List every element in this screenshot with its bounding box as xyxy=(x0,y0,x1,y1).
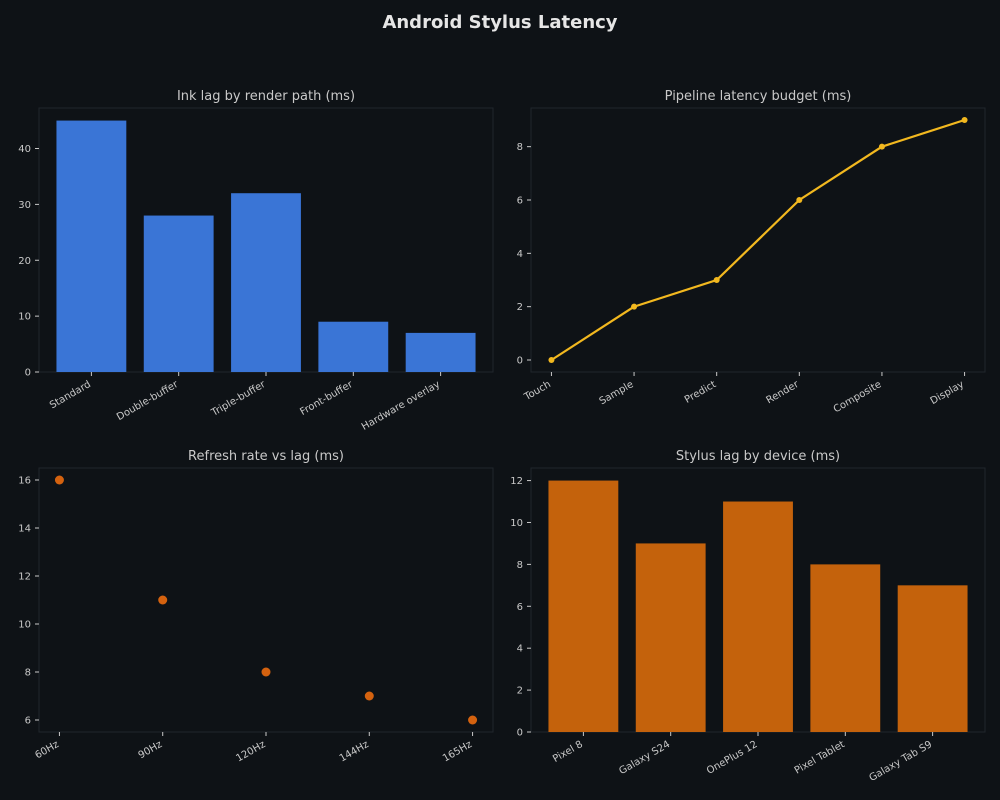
bar-oneplus-12 xyxy=(723,501,793,732)
y-tick-label: 40 xyxy=(18,144,31,155)
series-line xyxy=(550,118,965,361)
y-tick-label: 10 xyxy=(18,312,31,323)
bar-pixel-8 xyxy=(548,480,619,732)
chart-ink-lag-by-render-path: Ink lag by render path (ms) 0 10 20 30 40 Stan… xyxy=(18,89,494,433)
point-composite xyxy=(878,143,885,150)
x-tick-label: OnePlus 12 xyxy=(705,739,760,777)
x-tick-label: Touch xyxy=(522,379,553,403)
y-tick-label: 8 xyxy=(517,560,523,571)
point-sample xyxy=(631,303,638,310)
x-tick-label: Triple-buffer xyxy=(209,379,268,420)
figure-title: Android Stylus Latency xyxy=(382,12,618,33)
bar-hardware-overlay xyxy=(405,332,476,372)
x-tick-label: Predict xyxy=(683,379,718,406)
y-tick-label: 12 xyxy=(510,476,523,487)
y-tick-label: 8 xyxy=(517,142,523,153)
x-tick-label: Hardware overlay xyxy=(360,379,442,433)
y-tick-label: 20 xyxy=(18,256,31,267)
panel-title: Stylus lag by device (ms) xyxy=(676,449,840,464)
y-tick-label: 4 xyxy=(517,249,523,260)
x-tick-label: Pixel 8 xyxy=(551,739,585,765)
y-tick-label: 6 xyxy=(25,716,31,727)
point-120hz xyxy=(261,667,271,677)
x-tick-label: Composite xyxy=(832,379,884,415)
point-display xyxy=(961,117,968,123)
bar-double-buffer xyxy=(143,215,214,372)
y-tick-label: 0 xyxy=(517,728,523,739)
y-tick-label: 0 xyxy=(25,368,31,379)
point-60hz xyxy=(54,475,64,485)
chart-stylus-lag-by-device: Stylus lag by device (ms) 0 2 4 6 8 10 12 Pixel … xyxy=(510,449,986,784)
y-tick-label: 16 xyxy=(18,476,31,487)
y-tick-label: 6 xyxy=(517,196,523,207)
x-tick-label: 60Hz xyxy=(33,739,61,761)
point-165hz xyxy=(468,715,478,725)
x-tick-label: Standard xyxy=(48,379,93,411)
x-tick-label: Render xyxy=(764,379,801,407)
bar-pixel-tablet xyxy=(810,564,881,732)
bar-front-buffer xyxy=(318,321,389,372)
bar-standard xyxy=(56,120,127,372)
point-predict xyxy=(713,277,720,283)
x-tick-label: Galaxy S24 xyxy=(617,739,672,777)
point-touch xyxy=(548,357,555,363)
point-90hz xyxy=(158,595,168,605)
x-tick-label: Front-buffer xyxy=(298,379,355,418)
panel-title: Refresh rate vs lag (ms) xyxy=(188,449,344,464)
y-tick-label: 14 xyxy=(18,524,31,535)
x-tick-label: Double-buffer xyxy=(115,379,181,423)
y-tick-label: 6 xyxy=(517,602,523,613)
point-render xyxy=(796,197,803,203)
x-tick-label: Galaxy Tab S9 xyxy=(867,739,934,784)
bar-galaxy-s24 xyxy=(635,543,706,732)
point-144hz xyxy=(364,691,374,701)
bar-triple-buffer xyxy=(231,193,301,372)
panel-title: Pipeline latency budget (ms) xyxy=(665,89,852,104)
y-tick-label: 0 xyxy=(517,356,523,367)
y-tick-label: 10 xyxy=(18,620,31,631)
chart-refresh-rate-vs-lag: Refresh rate vs lag (ms) 6 8 10 12 14 16 60Hz 90… xyxy=(18,449,494,765)
x-tick-label: 144Hz xyxy=(338,739,371,764)
y-tick-label: 8 xyxy=(25,668,31,679)
x-tick-label: 120Hz xyxy=(234,739,267,764)
x-tick-label: 165Hz xyxy=(441,739,474,764)
x-tick-label: Display xyxy=(929,379,966,407)
panel-title: Ink lag by render path (ms) xyxy=(177,89,355,104)
y-tick-label: 2 xyxy=(517,302,523,313)
y-tick-label: 10 xyxy=(510,518,523,529)
plot-area xyxy=(38,467,494,733)
y-tick-label: 2 xyxy=(517,686,523,697)
bar-galaxy-tab-s9 xyxy=(897,585,968,732)
chart-pipeline-latency-budget: Pipeline latency budget (ms) 0 2 4 6 8 Touch Sa… xyxy=(517,89,986,415)
y-tick-label: 12 xyxy=(18,572,31,583)
y-tick-label: 4 xyxy=(517,644,523,655)
x-tick-label: Sample xyxy=(598,379,636,407)
x-tick-label: 90Hz xyxy=(137,739,165,761)
x-tick-label: Pixel Tablet xyxy=(793,739,847,777)
y-tick-label: 30 xyxy=(18,200,31,211)
